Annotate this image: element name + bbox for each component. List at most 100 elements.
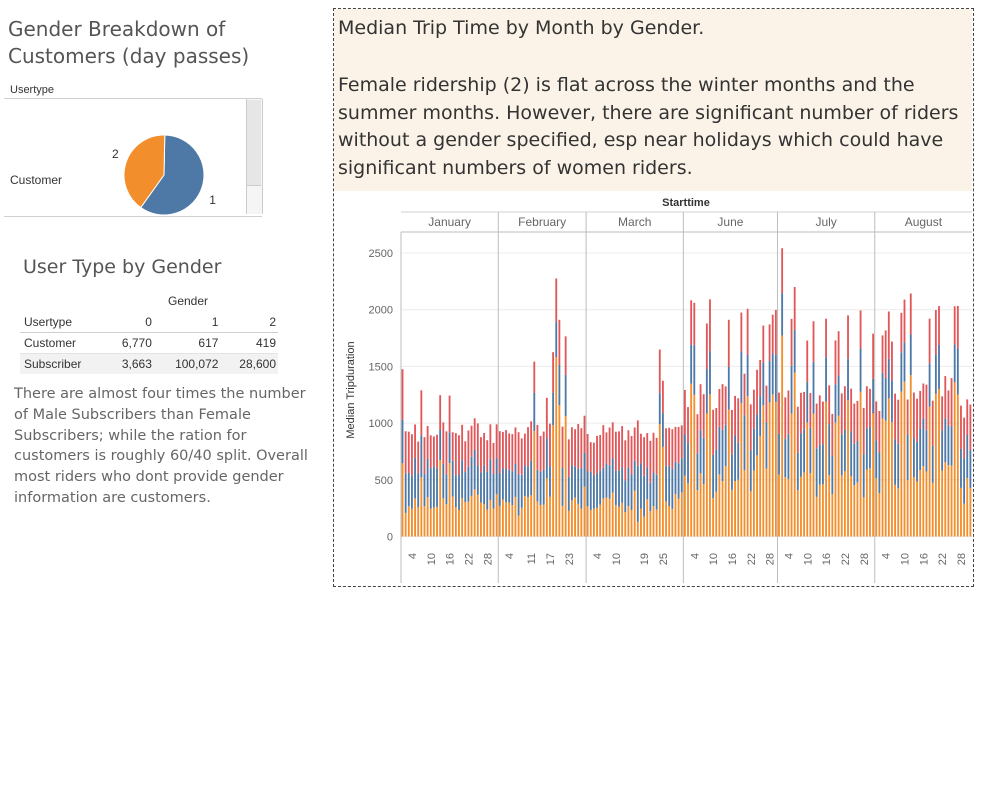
bar-segment-gender-2 [759, 435, 762, 537]
bar-segment-gender-2 [831, 494, 834, 537]
bar-segment-gender-0 [759, 396, 762, 436]
y-tick-label: 0 [387, 532, 393, 544]
bar-segment-gender-1 [429, 435, 432, 469]
bar-segment-gender-1 [552, 352, 555, 393]
bar-segment-gender-1 [796, 406, 799, 453]
bar-segment-gender-1 [483, 432, 486, 466]
chart-header-panel [334, 9, 972, 191]
bar-segment-gender-0 [545, 438, 548, 479]
bar-segment-gender-0 [527, 466, 529, 498]
y-tick-label: 500 [375, 475, 393, 487]
bar-segment-gender-2 [527, 497, 529, 537]
bar-segment-gender-1 [530, 421, 533, 461]
bar-segment-gender-1 [875, 401, 878, 441]
bar-segment-gender-2 [843, 470, 846, 537]
bar-segment-gender-0 [724, 424, 727, 466]
bar-segment-gender-0 [856, 441, 859, 483]
pie-slice-2 [123, 134, 166, 209]
bar-segment-gender-1 [680, 425, 683, 459]
bar-segment-gender-1 [652, 432, 655, 473]
bar-segment-gender-1 [941, 396, 944, 431]
bar-segment-gender-0 [473, 449, 476, 490]
bar-segment-gender-2 [884, 420, 887, 537]
bar-segment-gender-1 [602, 425, 605, 468]
bar-segment-gender-2 [825, 401, 827, 537]
table-row: Customer 6,770 617 419 [20, 332, 278, 354]
bar-segment-gender-2 [724, 465, 727, 537]
bar-segment-gender-0 [818, 444, 821, 485]
bar-segment-gender-2 [746, 396, 749, 537]
bar-segment-gender-0 [567, 476, 570, 511]
starttime-header: Starttime [662, 197, 710, 209]
bar-segment-gender-0 [643, 475, 646, 517]
bar-segment-gender-2 [828, 475, 831, 537]
bar-segment-gender-0 [837, 375, 840, 416]
bar-segment-gender-0 [850, 431, 853, 477]
bar-segment-gender-2 [677, 498, 680, 537]
bar-segment-gender-1 [624, 440, 627, 481]
pie-scrollbar-thumb[interactable] [247, 100, 261, 186]
bar-segment-gender-2 [894, 484, 897, 537]
bar-segment-gender-1 [765, 385, 768, 423]
month-header: March [618, 215, 651, 229]
bar-segment-gender-1 [881, 335, 884, 373]
bar-segment-gender-2 [627, 505, 630, 537]
bar-segment-gender-0 [834, 384, 837, 423]
bar-segment-gender-2 [436, 506, 438, 537]
bar-segment-gender-1 [592, 442, 595, 476]
bar-segment-gender-0 [765, 422, 768, 469]
bar-segment-gender-0 [702, 437, 705, 484]
bar-segment-gender-1 [903, 299, 906, 343]
bar-segment-gender-1 [865, 386, 868, 429]
bar-segment-gender-2 [919, 470, 922, 537]
bar-segment-gender-0 [865, 428, 868, 470]
bar-segment-gender-1 [825, 318, 827, 358]
bar-segment-gender-2 [956, 394, 959, 537]
bar-segment-gender-1 [461, 424, 464, 461]
x-tick-label: 28 [765, 553, 777, 565]
bar-segment-gender-1 [589, 442, 592, 472]
bar-segment-gender-2 [658, 424, 661, 537]
bar-segment-gender-0 [731, 454, 733, 490]
bar-segment-gender-1 [759, 359, 762, 397]
x-tick-label: 10 [708, 553, 720, 565]
bar-segment-gender-1 [649, 440, 652, 483]
bar-segment-gender-0 [589, 471, 592, 511]
bar-segment-gender-0 [796, 452, 799, 491]
bar-segment-gender-2 [414, 498, 416, 537]
bar-segment-gender-1 [671, 429, 674, 470]
month-header: January [428, 215, 471, 229]
bar-segment-gender-0 [941, 430, 944, 471]
bar-segment-gender-1 [709, 299, 711, 352]
bar-segment-gender-2 [906, 479, 909, 537]
bar-segment-gender-2 [837, 415, 840, 537]
bar-segment-gender-2 [583, 486, 586, 537]
bar-segment-gender-0 [495, 457, 498, 495]
column-header: 0 [105, 312, 154, 333]
x-tick-label: 16 [445, 553, 457, 565]
bar-segment-gender-2 [737, 479, 740, 537]
bar-segment-gender-2 [567, 510, 570, 537]
bar-segment-gender-2 [900, 391, 903, 537]
bar-segment-gender-2 [916, 481, 918, 537]
x-tick-label: 4 [783, 553, 795, 559]
bar-segment-gender-0 [762, 362, 765, 406]
bar-segment-gender-2 [950, 465, 953, 537]
x-tick-label: 28 [956, 553, 968, 565]
bar-segment-gender-2 [411, 508, 413, 537]
bar-segment-gender-2 [800, 476, 802, 537]
bar-segment-gender-2 [784, 477, 787, 537]
bar-segment-gender-0 [912, 438, 915, 477]
bar-segment-gender-1 [586, 433, 589, 472]
bar-segment-gender-1 [536, 424, 539, 470]
bar-segment-gender-0 [483, 465, 486, 505]
bar-segment-gender-0 [480, 472, 482, 503]
bar-segment-gender-2 [771, 394, 774, 537]
bar-segment-gender-2 [822, 484, 824, 537]
table-cell: 100,072 [175, 357, 219, 371]
bar-segment-gender-2 [925, 471, 928, 537]
bar-segment-gender-2 [966, 478, 969, 537]
bar-segment-gender-0 [906, 434, 909, 480]
bar-segment-gender-0 [822, 444, 824, 485]
bar-segment-gender-0 [960, 448, 962, 488]
